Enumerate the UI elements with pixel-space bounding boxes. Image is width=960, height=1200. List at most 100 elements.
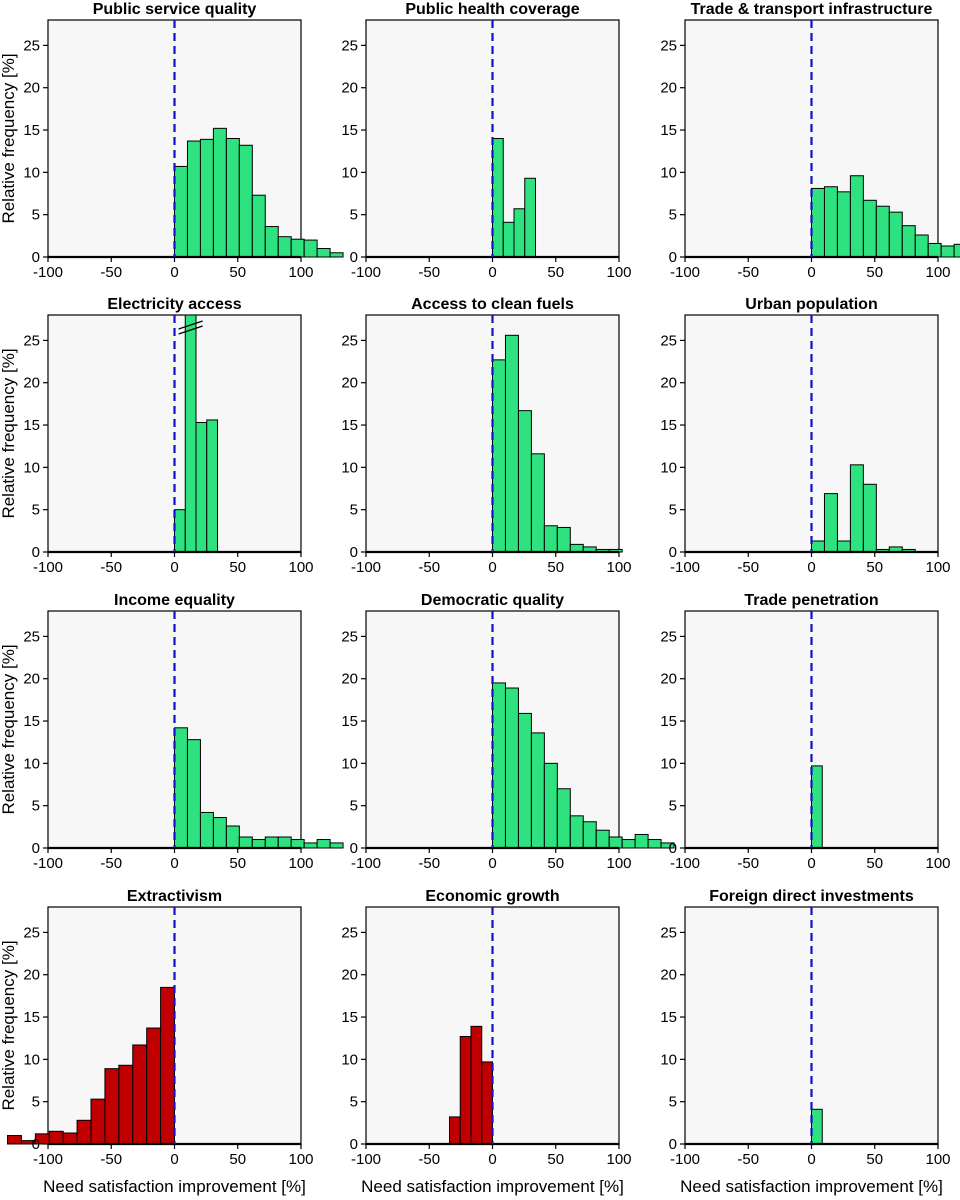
x-tick-label: -100 — [351, 559, 381, 576]
x-tick-label: -100 — [33, 559, 63, 576]
x-tick-label: 50 — [547, 559, 564, 576]
x-tick-label: -100 — [33, 264, 63, 281]
bar-3 — [470, 1025, 483, 1145]
x-tick-label: 100 — [925, 855, 950, 872]
y-tick-label: 0 — [669, 1136, 677, 1153]
y-axis-label: Relative frequency [%] — [0, 348, 18, 518]
y-tick-label: 25 — [341, 37, 358, 54]
bar-1 — [492, 359, 506, 553]
x-tick-label: -50 — [100, 559, 122, 576]
x-tick-label: 0 — [807, 559, 815, 576]
bar-6 — [76, 1119, 92, 1145]
y-tick-label: 20 — [660, 967, 677, 984]
x-tick-label: 0 — [170, 264, 178, 281]
bar-11 — [621, 839, 636, 849]
bar-14 — [660, 842, 675, 849]
bar-3 — [199, 811, 214, 849]
bar-5 — [862, 483, 877, 553]
y-tick-label: 20 — [341, 967, 358, 984]
y-tick-label: 10 — [660, 459, 677, 476]
y-tick-label: 5 — [669, 207, 677, 224]
y-tick-label: 25 — [23, 332, 40, 349]
y-tick-label: 5 — [32, 1094, 40, 1111]
panel-10: Extractivism -100 -50 0 50 100 0 5 10 15 20 25 Relat… — [0, 888, 314, 1196]
y-tick-label: 0 — [32, 840, 40, 857]
bar-5 — [862, 199, 877, 258]
panel-12: Foreign direct investments -100 -50 0 50 100 0… — [660, 888, 950, 1196]
y-tick-label: 25 — [341, 924, 358, 941]
bar-4 — [212, 127, 227, 258]
y-tick-label: 20 — [23, 375, 40, 392]
x-tick-label: -100 — [33, 1151, 63, 1168]
x-tick-label: -100 — [670, 559, 700, 576]
y-tick-label: 25 — [660, 628, 677, 645]
y-tick-label: 15 — [23, 713, 40, 730]
y-tick-label: 25 — [23, 628, 40, 645]
y-axis-label: Relative frequency [%] — [0, 53, 18, 223]
bar-9 — [914, 234, 929, 258]
y-tick-label: 10 — [660, 1051, 677, 1068]
y-tick-label: 5 — [350, 207, 358, 224]
y-tick-label: 15 — [23, 417, 40, 434]
y-tick-label: 20 — [341, 80, 358, 97]
y-tick-label: 25 — [23, 924, 40, 941]
y-tick-label: 15 — [23, 1009, 40, 1026]
x-tick-label: 0 — [807, 1151, 815, 1168]
y-tick-label: 20 — [341, 375, 358, 392]
y-tick-label: 20 — [23, 80, 40, 97]
x-tick-label: -100 — [670, 264, 700, 281]
y-tick-label: 20 — [23, 967, 40, 984]
x-tick-label: 100 — [606, 855, 631, 872]
bar-3 — [195, 421, 208, 553]
bar-4 — [206, 419, 219, 553]
x-tick-label: 100 — [288, 1151, 313, 1168]
y-tick-label: 10 — [23, 755, 40, 772]
x-tick-label: 50 — [547, 264, 564, 281]
bar-4 — [524, 177, 537, 258]
bar-7 — [90, 1098, 106, 1145]
bar-8 — [582, 821, 597, 849]
x-tick-label: -100 — [351, 264, 381, 281]
x-tick-label: 50 — [866, 264, 883, 281]
y-tick-label: 0 — [669, 840, 677, 857]
bar-10 — [132, 1044, 148, 1145]
x-tick-label: -50 — [418, 855, 440, 872]
bar-12 — [316, 248, 331, 258]
axis-break-mark — [178, 325, 203, 335]
panel-7: Income equality -100 -50 0 50 100 0 5 10 15 20 25 Re… — [0, 592, 344, 872]
bar-13 — [647, 839, 662, 849]
y-tick-label: 15 — [341, 122, 358, 139]
bar-5 — [62, 1132, 78, 1145]
bar-2 — [186, 140, 201, 258]
bar-5 — [543, 525, 558, 553]
bar-4 — [530, 732, 545, 849]
bar-4 — [849, 175, 864, 258]
bar-5 — [543, 762, 558, 849]
y-tick-label: 5 — [350, 1094, 358, 1111]
x-tick-label: -50 — [100, 1151, 122, 1168]
bar-6 — [556, 788, 571, 849]
y-tick-label: 0 — [32, 1136, 40, 1153]
panel-title: Economic growth — [425, 888, 559, 905]
bar-11 — [303, 239, 318, 258]
x-tick-label: -100 — [670, 855, 700, 872]
y-tick-label: 0 — [350, 249, 358, 266]
bar-8 — [104, 1068, 120, 1145]
y-tick-label: 0 — [669, 544, 677, 561]
panel-title: Income equality — [114, 592, 235, 609]
x-tick-label: 100 — [606, 559, 631, 576]
bar-7 — [888, 211, 903, 258]
bar-4 — [481, 1061, 493, 1145]
y-tick-label: 10 — [660, 755, 677, 772]
panel-8: Democratic quality-100 -50 0 50 100051015202… — [341, 592, 675, 872]
bar-10 — [927, 242, 942, 258]
x-tick-label: 0 — [488, 855, 496, 872]
x-tick-label: -50 — [100, 855, 122, 872]
panel-2: Public health coverage -100 -50 0 50 100 0 5 10 1… — [341, 1, 631, 281]
bar-1 — [492, 682, 506, 849]
y-tick-label: 15 — [23, 122, 40, 139]
x-tick-label: -50 — [737, 559, 759, 576]
y-tick-label: 20 — [23, 671, 40, 688]
bar-8 — [264, 836, 279, 849]
